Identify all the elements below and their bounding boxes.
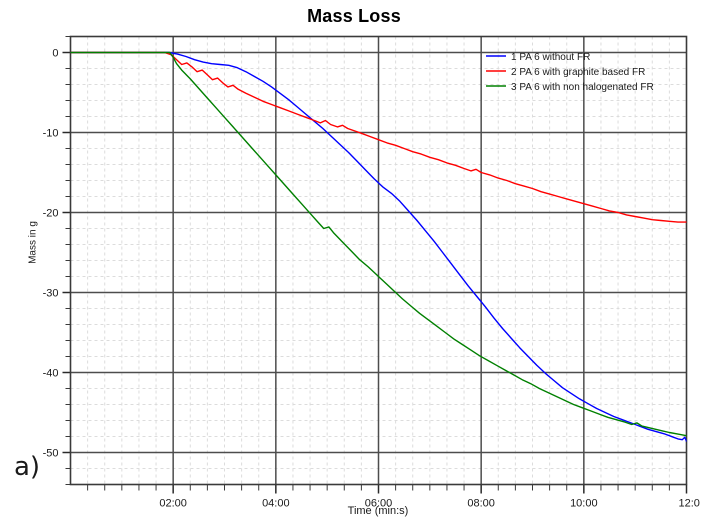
- series-line-2: [70, 51, 687, 223]
- y-tick-label: -40: [43, 368, 59, 380]
- chart-legend: 1 PA 6 without FR 2 PA 6 with graphite ba…: [486, 52, 654, 93]
- x-tick-label: 06:00: [365, 498, 393, 510]
- x-tick-label: 12:0: [679, 498, 700, 510]
- chart-title: Mass Loss: [307, 6, 401, 26]
- major-gridlines: [70, 36, 687, 485]
- y-tick-label: -50: [43, 448, 59, 460]
- axis-tick-labels: 02:00 04:00 06:00 08:00 10:00 12:0 0 -10 -20 -30 -…: [43, 48, 700, 510]
- y-tick-label: 0: [52, 48, 58, 60]
- y-tick-label: -20: [43, 208, 59, 220]
- x-axis-title: Time (min:s): [347, 505, 409, 517]
- panel-label: a): [14, 452, 41, 482]
- x-tick-label: 08:00: [467, 498, 495, 510]
- series-line-1: [70, 51, 687, 443]
- series-line-3: [70, 51, 687, 437]
- y-tick-label: -30: [43, 288, 59, 300]
- plot-frame: [69, 35, 688, 486]
- y-tick-label: -10: [43, 128, 59, 140]
- legend-label: 3 PA 6 with non halogenated FR: [511, 82, 654, 93]
- x-tick-label: 02:00: [159, 498, 187, 510]
- axis-ticks: [62, 36, 688, 494]
- x-tick-label: 04:00: [262, 498, 290, 510]
- legend-label: 1 PA 6 without FR: [511, 52, 590, 63]
- legend-label: 2 PA 6 with graphite based FR: [511, 67, 645, 78]
- y-axis-title: Mass in g: [27, 221, 39, 264]
- data-series: [70, 51, 687, 443]
- x-tick-label: 10:00: [570, 498, 598, 510]
